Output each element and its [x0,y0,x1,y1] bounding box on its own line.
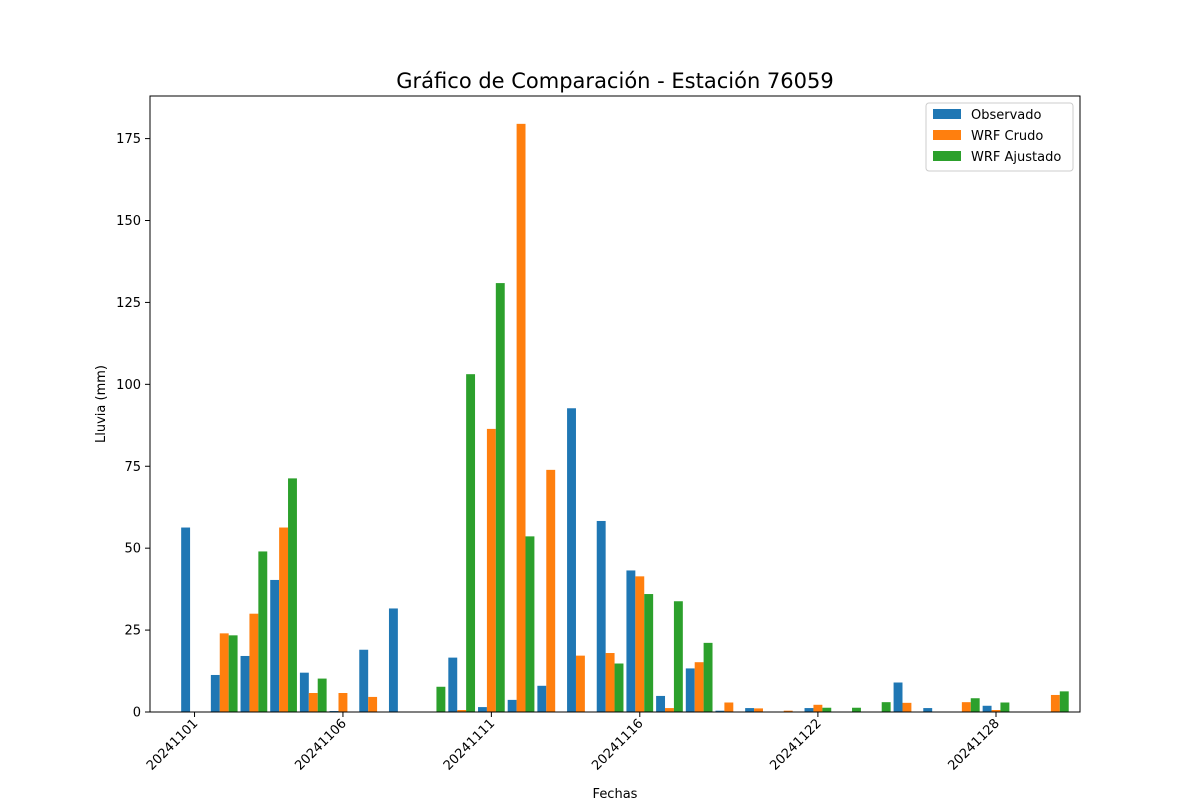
x-tick-label-20241111: 20241111 [441,716,498,773]
bar-observado-2024-11-05 [299,672,309,712]
legend-frame [925,102,1074,172]
bar-wrf-crudo-2024-11-15 [605,653,615,712]
x-tick-label-20241116: 20241116 [589,716,646,773]
bar-observado-2024-11-19 [715,710,725,712]
bar-wrf-crudo-2024-11-14 [575,655,585,712]
bar-wrf-crudo-2024-11-20 [754,708,763,712]
legend-swatch-wrf-crudo [933,130,961,140]
bar-wrf-ajustado-2024-11-18 [703,642,713,712]
bar-observado-2024-11-16 [626,570,636,712]
legend-label-observado: Observado [971,108,1042,123]
x-tick-label-20241101: 20241101 [144,716,201,773]
bar-wrf-ajustado-2024-11-11 [495,283,505,712]
y-tick-label-75: 75 [124,460,141,475]
bar-wrf-crudo-2024-11-05 [308,693,318,712]
bar-observado-2024-11-25 [893,682,903,712]
x-tick-label-20241128: 20241128 [945,716,1002,773]
bar-observado-2024-11-10 [448,657,458,712]
bar-wrf-ajustado-2024-11-24 [881,702,891,712]
bar-wrf-crudo-2024-11-18 [694,662,704,712]
bar-wrf-ajustado-2024-11-12 [525,536,535,712]
bar-wrf-crudo-2024-11-22 [813,704,823,712]
bar-wrf-crudo-2024-11-21 [783,710,793,712]
y-tick-label-25: 25 [124,624,141,639]
bar-observado-2024-11-28 [982,705,992,712]
bar-wrf-crudo-2024-11-27 [961,702,971,712]
bar-wrf-ajustado-2024-11-09 [436,686,446,712]
bar-observado-2024-11-15 [596,520,606,712]
bar-wrf-crudo-2024-11-10 [457,710,467,712]
bar-wrf-crudo-2024-11-13 [546,469,556,712]
bar-observado-2024-11-04 [270,579,280,712]
y-tick-label-100: 100 [116,378,141,393]
y-tick-label-0: 0 [133,706,141,721]
bar-wrf-ajustado-2024-11-16 [644,594,654,712]
bar-wrf-crudo-2024-11-03 [249,613,259,712]
bar-wrf-ajustado-2024-11-22 [822,707,832,712]
x-tick-label-20241122: 20241122 [767,716,824,773]
legend-swatch-wrf-ajustado [933,151,961,161]
bar-wrf-crudo-2024-11-30 [1050,694,1060,712]
bar-wrf-crudo-2024-11-19 [724,702,734,712]
bar-wrf-ajustado-2024-11-02 [228,635,238,712]
bar-observado-2024-11-20 [745,708,755,712]
bar-observado-2024-11-26 [923,708,933,712]
y-tick-label-125: 125 [116,296,141,311]
bar-wrf-ajustado-2024-11-04 [288,478,297,712]
bar-wrf-crudo-2024-11-16 [635,576,645,712]
bar-observado-2024-11-08 [388,608,398,712]
bar-wrf-ajustado-2024-11-30 [1059,691,1069,712]
x-tick-label-20241106: 20241106 [292,716,349,773]
bar-observado-2024-11-07 [359,649,369,712]
bar-observado-2024-11-14 [567,408,576,712]
bar-wrf-ajustado-2024-11-17 [673,601,683,712]
bar-observado-2024-11-17 [656,695,666,712]
bar-observado-2024-11-02 [210,674,220,712]
bar-observado-2024-11-18 [685,668,695,712]
bar-wrf-crudo-2024-11-28 [991,710,1001,712]
y-axis: 0 25 50 75 100 125 150 175 [116,132,150,721]
bar-wrf-crudo-2024-11-06 [338,693,348,712]
bar-wrf-crudo-2024-11-02 [219,633,229,712]
bar-observado-2024-11-11 [478,707,487,712]
bar-wrf-crudo-2024-11-12 [516,123,526,713]
x-axis: 20241101 20241106 20241111 20241116 20241122… [144,712,1003,774]
x-axis-label: Fechas [593,787,638,800]
bar-wrf-crudo-2024-11-11 [486,428,496,712]
bar-wrf-ajustado-2024-11-05 [317,678,327,712]
bar-observado-2024-11-12 [507,699,517,712]
legend-label-wrf-crudo: WRF Crudo [971,129,1043,144]
bar-observado-2024-11-13 [537,685,547,712]
bar-wrf-crudo-2024-11-17 [665,708,674,712]
legend-swatch-observado [933,109,961,119]
bar-observado-2024-11-22 [804,708,814,712]
legend-label-wrf-ajustado: WRF Ajustado [971,150,1061,165]
bar-wrf-ajustado-2024-11-15 [614,663,624,712]
bar-observado-2024-11-01 [181,527,191,712]
y-tick-label-50: 50 [124,542,141,557]
chart-title: Gráfico de Comparación - Estación 76059 [396,69,833,93]
y-tick-label-175: 175 [116,132,141,147]
bar-wrf-ajustado-2024-11-27 [970,698,980,712]
bars-layer [181,123,1069,713]
bar-wrf-crudo-2024-11-04 [279,527,289,712]
bar-wrf-ajustado-2024-11-03 [258,551,268,712]
bar-wrf-ajustado-2024-11-28 [1000,702,1010,712]
legend: Observado WRF Crudo WRF Ajustado [925,102,1074,172]
bar-observado-2024-11-03 [240,655,250,712]
y-axis-label: Lluvia (mm) [94,365,109,443]
bar-wrf-crudo-2024-11-25 [902,702,912,712]
y-tick-label-150: 150 [116,214,141,229]
bar-wrf-ajustado-2024-11-23 [852,707,861,712]
plot-frame [149,95,1081,713]
bar-wrf-ajustado-2024-11-10 [466,374,476,712]
bar-wrf-crudo-2024-11-07 [368,696,378,712]
